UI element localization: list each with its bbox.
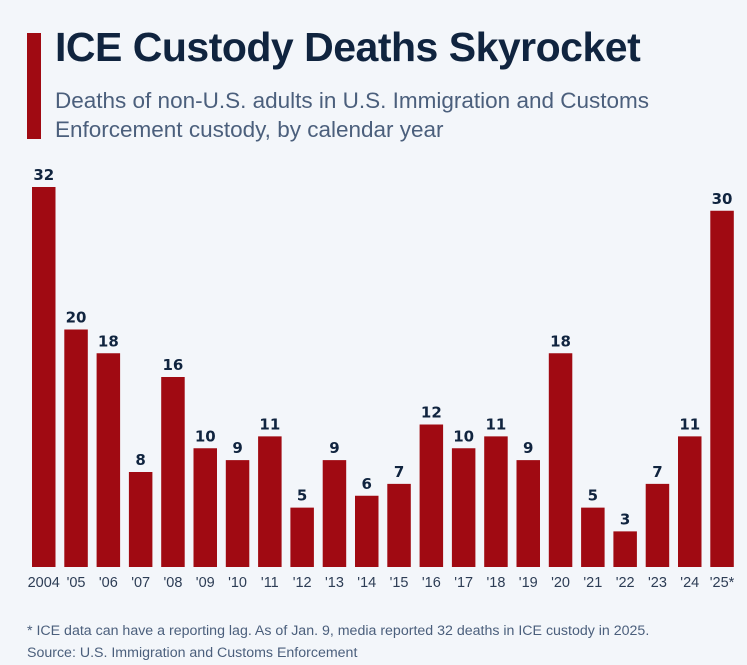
bar-'24	[678, 436, 702, 567]
value-label: 3	[620, 510, 630, 528]
bar-'22	[613, 531, 637, 567]
value-label: 7	[652, 463, 662, 481]
x-tick-label: '24	[680, 575, 699, 591]
bar-'15	[387, 483, 411, 567]
value-label: 10	[453, 427, 474, 445]
x-tick-label: 2004	[28, 575, 60, 591]
value-label: 6	[362, 475, 372, 493]
value-label: 9	[523, 439, 533, 457]
x-tick-label: '12	[293, 575, 312, 591]
bar-'07	[128, 472, 153, 567]
bar-'18	[484, 436, 508, 567]
title-accent-bar	[27, 33, 41, 139]
bar-'06	[96, 353, 121, 567]
bar-'05	[64, 329, 88, 567]
bar-'14	[355, 495, 379, 567]
bar-'17	[451, 448, 476, 567]
bar-'16	[419, 424, 444, 567]
value-label: 10	[195, 427, 216, 445]
value-label: 5	[297, 487, 307, 505]
x-tick-label: '22	[616, 575, 635, 591]
bar-'19	[516, 460, 540, 567]
value-label: 5	[588, 487, 598, 505]
footnote: * ICE data can have a reporting lag. As …	[27, 623, 650, 639]
x-tick-label: '06	[99, 575, 118, 591]
value-label: 12	[421, 404, 442, 422]
value-label: 32	[33, 166, 54, 184]
x-tick-label: '16	[422, 575, 441, 591]
chart-subtitle: Deaths of non-U.S. adults in U.S. Immigr…	[55, 88, 650, 142]
value-label: 18	[98, 332, 119, 350]
value-label: 9	[329, 439, 339, 457]
bar-'13	[322, 460, 347, 567]
chart-title: ICE Custody Deaths Skyrocket	[55, 24, 641, 70]
x-tick-label: '13	[325, 575, 344, 591]
x-tick-label: '07	[131, 575, 150, 591]
x-tick-label: '05	[67, 575, 86, 591]
value-label: 18	[550, 332, 571, 350]
x-tick-label: '20	[551, 575, 570, 591]
source-note: Source: U.S. Immigration and Customs Enf…	[27, 645, 358, 661]
bar-'08	[161, 377, 185, 567]
bar-'20	[548, 353, 573, 567]
x-tick-label: '15	[390, 575, 409, 591]
value-label: 20	[66, 309, 87, 327]
value-label: 11	[679, 415, 700, 433]
value-label: 11	[259, 415, 280, 433]
value-label: 30	[712, 190, 733, 208]
x-tick-label: '23	[648, 575, 667, 591]
bar-'21	[581, 507, 605, 567]
x-tick-label: '18	[486, 575, 505, 591]
x-tick-label: '14	[357, 575, 376, 591]
value-label: 8	[135, 451, 145, 469]
bar-'23	[645, 483, 670, 567]
bar-'12	[290, 507, 314, 567]
value-label: 7	[394, 463, 404, 481]
value-label: 11	[486, 415, 507, 433]
bar-'11	[258, 436, 282, 567]
bar-2004	[32, 187, 56, 567]
chart-footer: * ICE data can have a reporting lag. As …	[27, 620, 649, 664]
x-tick-label: '21	[583, 575, 602, 591]
x-tick-label: '11	[261, 575, 279, 591]
x-tick-label: '09	[196, 575, 215, 591]
bar-'09	[193, 448, 217, 567]
x-tick-label: '08	[163, 575, 182, 591]
x-tick-label: '10	[228, 575, 247, 591]
bar-'25*	[710, 210, 734, 567]
value-label: 9	[232, 439, 242, 457]
bar-'10	[225, 460, 250, 567]
x-tick-label: '17	[454, 575, 473, 591]
x-tick-label: '19	[519, 575, 538, 591]
value-label: 16	[163, 356, 184, 374]
x-tick-label: '25*	[710, 575, 735, 591]
